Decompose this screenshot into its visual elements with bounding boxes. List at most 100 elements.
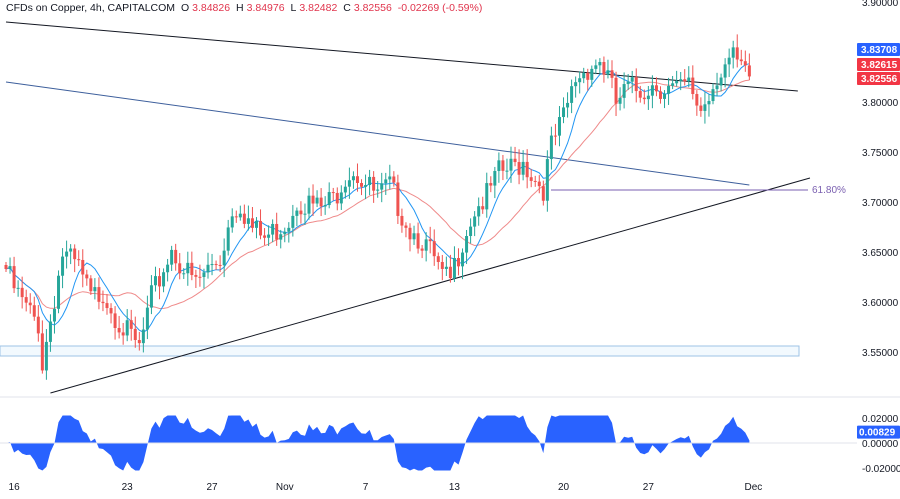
- candle-body: [719, 77, 723, 86]
- oscillator-badge: [857, 425, 900, 439]
- candle-body: [271, 223, 275, 235]
- candle-body: [287, 227, 291, 232]
- candle-body: [105, 303, 109, 309]
- candle-body: [69, 248, 73, 252]
- candle-body: [432, 241, 436, 257]
- candle-body: [557, 117, 561, 136]
- candle-body: [634, 77, 638, 92]
- demand-zone: [0, 345, 800, 357]
- candle-body: [675, 80, 679, 84]
- candle-body: [485, 183, 489, 210]
- candle-body: [380, 183, 384, 190]
- candle-body: [170, 249, 174, 265]
- candle-body: [166, 264, 170, 273]
- candle-body: [307, 195, 311, 214]
- candle-body: [65, 251, 69, 257]
- candle-body: [650, 85, 654, 96]
- candle-body: [610, 70, 614, 78]
- candle-body: [198, 276, 202, 278]
- candle-body: [4, 265, 8, 269]
- high-value: 3.84976: [246, 2, 285, 14]
- candle-body: [372, 176, 376, 191]
- candle-body: [303, 213, 307, 215]
- candle-body: [295, 210, 299, 216]
- candle-body: [444, 266, 448, 269]
- y-tick-label: 3.75000: [862, 148, 899, 159]
- candle-body: [77, 259, 81, 261]
- candle-body: [339, 192, 343, 204]
- candle-body: [456, 258, 460, 267]
- candle-body: [121, 332, 125, 336]
- candle-body: [642, 97, 646, 100]
- candle-body: [113, 313, 117, 328]
- candle-body: [125, 320, 129, 336]
- candle-body: [582, 72, 586, 79]
- candle-body: [525, 161, 529, 178]
- candle-body: [182, 273, 186, 275]
- candle-body: [448, 266, 452, 279]
- x-tick-label: 16: [9, 482, 21, 493]
- open-label: O: [180, 2, 190, 14]
- candle-body: [562, 107, 566, 118]
- candle-body: [331, 192, 335, 194]
- candle-body: [420, 248, 424, 251]
- osc-tick-label: -0.02000: [862, 464, 900, 475]
- candle-body: [428, 239, 432, 242]
- candle-body: [186, 262, 190, 274]
- candle-body: [117, 327, 121, 333]
- candle-body: [89, 278, 93, 292]
- candle-body: [16, 287, 20, 289]
- candle-body: [226, 227, 230, 251]
- candle-body: [85, 274, 89, 279]
- candle-body: [351, 176, 355, 181]
- candle-body: [549, 135, 553, 160]
- x-tick-label: 7: [363, 482, 369, 493]
- candle-body: [347, 180, 351, 187]
- candle-body: [683, 79, 687, 82]
- osc-tick-label: 0.02000: [862, 414, 899, 425]
- x-tick-label: Nov: [276, 482, 294, 493]
- candle-body: [711, 89, 715, 102]
- candle-body: [97, 287, 101, 302]
- candle-body: [578, 78, 582, 83]
- candle-body: [622, 84, 626, 98]
- candle-body: [376, 189, 380, 191]
- candle-body: [743, 61, 747, 66]
- candle-body: [153, 276, 157, 286]
- candle-body: [360, 182, 364, 187]
- candle-body: [606, 70, 610, 75]
- candle-body: [141, 329, 145, 344]
- high-label: H: [236, 2, 244, 14]
- candle-body: [93, 287, 97, 292]
- y-tick-label: 3.65000: [862, 248, 899, 259]
- osc-tick-label: 0.00000: [862, 439, 899, 450]
- candle-body: [384, 179, 388, 184]
- candle-body: [533, 180, 537, 182]
- candle-body: [509, 158, 513, 171]
- candle-body: [222, 250, 226, 266]
- candle-body: [614, 77, 618, 104]
- candle-body: [109, 308, 113, 314]
- candle-body: [230, 216, 234, 228]
- candle-body: [537, 181, 541, 187]
- y-tick-label: 3.55000: [862, 348, 899, 359]
- candle-body: [695, 94, 699, 106]
- candle-body: [663, 93, 667, 99]
- candle-body: [715, 85, 719, 90]
- candle-body: [61, 256, 65, 276]
- candle-body: [594, 65, 598, 69]
- resistance-trendline: [5, 21, 798, 92]
- candle-body: [238, 213, 242, 218]
- candle-body: [541, 186, 545, 201]
- candle-body: [553, 135, 557, 137]
- candle-body: [465, 236, 469, 253]
- candle-body: [12, 266, 16, 289]
- candle-body: [145, 307, 149, 330]
- low-label: L: [290, 2, 297, 14]
- candle-body: [214, 264, 218, 266]
- candle-body: [24, 297, 28, 303]
- candle-body: [392, 176, 396, 183]
- y-tick-label: 3.90000: [862, 0, 899, 9]
